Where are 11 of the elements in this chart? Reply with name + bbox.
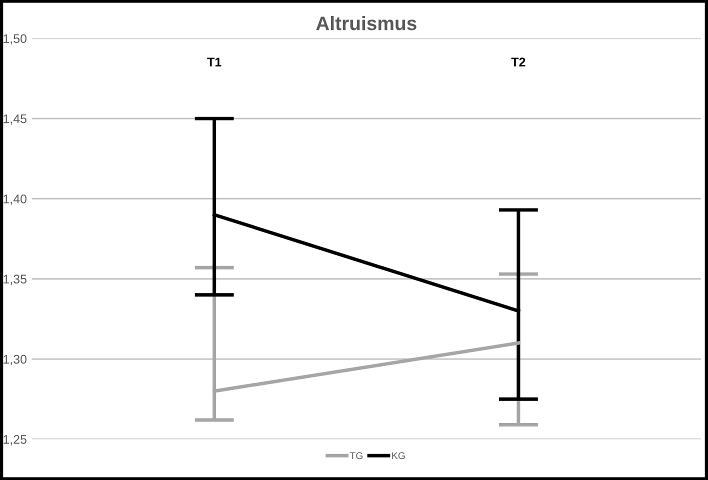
x-tick-label: T1 [207, 58, 222, 66]
y-tick-label: 1,30 [4, 354, 27, 366]
y-tick-label: 1,40 [4, 194, 27, 205]
y-tick-label: 1,45 [4, 114, 26, 125]
chart-title: Altruismus [316, 16, 416, 30]
y-tick-label: 1,50 [4, 34, 27, 45]
y-tick-label: 1,35 [4, 274, 26, 286]
x-tick-label: T2 [511, 58, 526, 66]
legend-label: TG [350, 452, 362, 460]
y-tick-label: 1,25 [4, 435, 26, 446]
legend-label: KG [392, 452, 405, 460]
